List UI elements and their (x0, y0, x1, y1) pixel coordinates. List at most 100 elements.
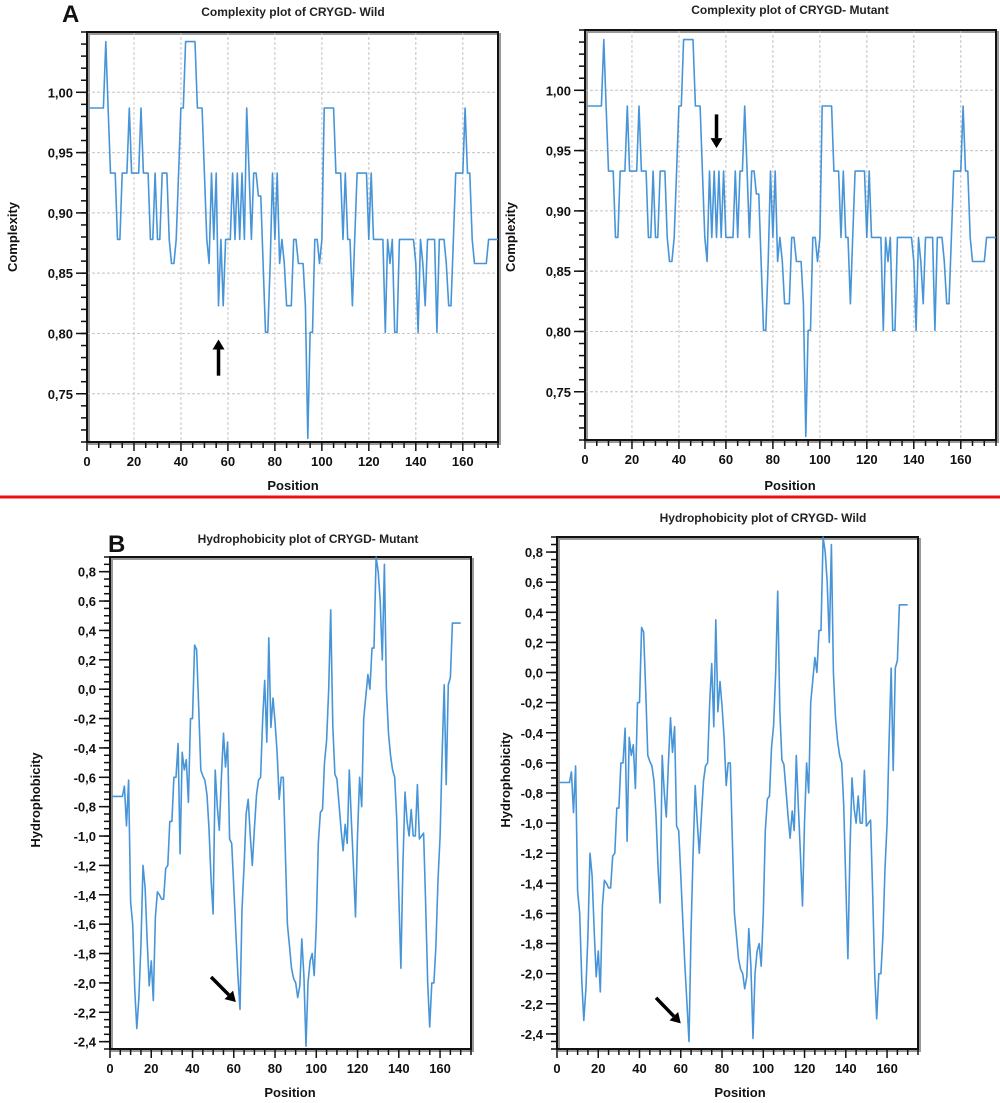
x-tick-label: 100 (809, 452, 831, 467)
x-tick-label: 140 (388, 1061, 410, 1076)
y-tick-label: -1,2 (521, 846, 543, 861)
annotation-arrow-icon (224, 990, 236, 1003)
x-tick-label: 140 (835, 1061, 857, 1076)
y-tick-label: 1,00 (546, 83, 571, 98)
y-tick-label: -0,2 (521, 696, 543, 711)
panel-letter-b: B (108, 531, 125, 558)
y-tick-label: 0,2 (78, 653, 96, 668)
data-series-line (112, 556, 461, 1047)
y-tick-label: 0,95 (48, 146, 73, 161)
y-axis-label: Hydrophobicity (498, 732, 513, 828)
x-tick-label: 100 (305, 1061, 327, 1076)
y-tick-label: -0,4 (74, 741, 97, 756)
plot-frame-shadow (586, 31, 999, 443)
plot-frame (584, 29, 997, 441)
y-axis-label: Hydrophobicity (28, 752, 43, 848)
annotation-arrow-icon (710, 138, 723, 149)
x-tick-label: 80 (766, 452, 780, 467)
y-tick-label: -1,4 (74, 888, 97, 903)
chart-title: Hydrophobicity plot of CRYGD- Mutant (198, 532, 419, 546)
y-tick-label: -2,4 (74, 1035, 97, 1050)
x-tick-label: 40 (632, 1061, 646, 1076)
x-tick-label: 0 (83, 454, 90, 469)
y-tick-label: -1,4 (521, 876, 544, 891)
panel-letter-a: A (62, 1, 79, 28)
plot-frame (86, 31, 499, 443)
data-series-line (89, 40, 498, 440)
y-tick-label: 0,8 (525, 545, 543, 560)
data-series-line (559, 536, 908, 1043)
x-tick-label: 160 (452, 454, 474, 469)
x-tick-label: 0 (106, 1061, 113, 1076)
y-tick-label: 0,0 (525, 666, 543, 681)
y-tick-label: -0,8 (74, 800, 96, 815)
x-tick-label: 80 (268, 1061, 282, 1076)
x-tick-label: 0 (553, 1061, 560, 1076)
y-tick-label: 1,00 (48, 85, 73, 100)
x-tick-label: 20 (591, 1061, 605, 1076)
y-tick-label: -1,6 (521, 906, 543, 921)
y-tick-label: 0,75 (546, 385, 571, 400)
x-tick-label: 160 (876, 1061, 898, 1076)
x-tick-label: 20 (625, 452, 639, 467)
x-tick-label: 60 (674, 1061, 688, 1076)
annotation-arrow-icon (212, 339, 225, 350)
plot-frame-shadow (88, 33, 501, 445)
x-tick-label: 100 (311, 454, 333, 469)
y-tick-label: -2,2 (74, 1005, 96, 1020)
x-axis-label: Position (714, 1085, 765, 1100)
x-tick-label: 40 (185, 1061, 199, 1076)
annotation-arrow-shaft (209, 975, 231, 997)
x-tick-label: 120 (794, 1061, 816, 1076)
hydrophobicity-mutant-plot: B Hydrophobicity plot of CRYGD- Mutant H… (28, 531, 474, 1100)
hydrophobicity-wild-plot: Hydrophobicity plot of CRYGD- Wild Hydro… (498, 511, 921, 1100)
x-tick-label: 100 (752, 1061, 774, 1076)
y-tick-label: 0,85 (48, 266, 73, 281)
x-tick-label: 60 (221, 454, 235, 469)
y-tick-label: -0,2 (74, 712, 96, 727)
x-axis-label: Position (764, 478, 815, 493)
x-tick-label: 60 (227, 1061, 241, 1076)
y-tick-label: 0,2 (525, 635, 543, 650)
annotation-arrow-icon (669, 1012, 681, 1024)
x-tick-label: 0 (581, 452, 588, 467)
y-tick-label: -2,4 (521, 1027, 544, 1042)
x-tick-label: 60 (719, 452, 733, 467)
y-tick-label: -2,0 (521, 967, 543, 982)
x-tick-label: 120 (347, 1061, 369, 1076)
x-tick-label: 140 (903, 452, 925, 467)
x-axis-label: Position (264, 1085, 315, 1100)
y-tick-label: -1,2 (74, 858, 96, 873)
y-tick-label: 0,95 (546, 144, 571, 159)
y-tick-label: -1,6 (74, 917, 96, 932)
y-axis-label: Complexity (5, 201, 20, 272)
y-tick-label: -1,0 (74, 829, 96, 844)
x-tick-label: 80 (715, 1061, 729, 1076)
chart-title: Hydrophobicity plot of CRYGD- Wild (660, 511, 867, 525)
y-tick-label: 0,6 (78, 594, 96, 609)
x-tick-label: 160 (950, 452, 972, 467)
y-tick-label: 0,8 (78, 565, 96, 580)
complexity-wild-plot: A Complexity plot of CRYGD- Wild Complex… (5, 1, 501, 493)
x-tick-label: 20 (127, 454, 141, 469)
y-tick-label: -2,2 (521, 997, 543, 1012)
y-tick-label: 0,75 (48, 387, 73, 402)
x-tick-label: 120 (856, 452, 878, 467)
y-tick-label: 0,4 (525, 605, 544, 620)
x-tick-label: 40 (672, 452, 686, 467)
x-tick-label: 40 (174, 454, 188, 469)
y-tick-label: -1,8 (74, 947, 96, 962)
y-tick-label: 0,90 (48, 206, 73, 221)
x-tick-label: 140 (405, 454, 427, 469)
y-tick-label: -0,4 (521, 726, 544, 741)
x-tick-label: 160 (429, 1061, 451, 1076)
y-tick-label: -0,6 (74, 770, 96, 785)
y-tick-label: -0,6 (521, 756, 543, 771)
annotation-arrow-shaft (654, 996, 676, 1018)
y-tick-label: -1,8 (521, 937, 543, 952)
plot-frame-shadow (558, 538, 921, 1052)
plot-frame-shadow (111, 558, 474, 1052)
plot-frame (109, 556, 472, 1050)
chart-title: Complexity plot of CRYGD- Wild (201, 5, 384, 19)
data-series-line (587, 38, 996, 438)
